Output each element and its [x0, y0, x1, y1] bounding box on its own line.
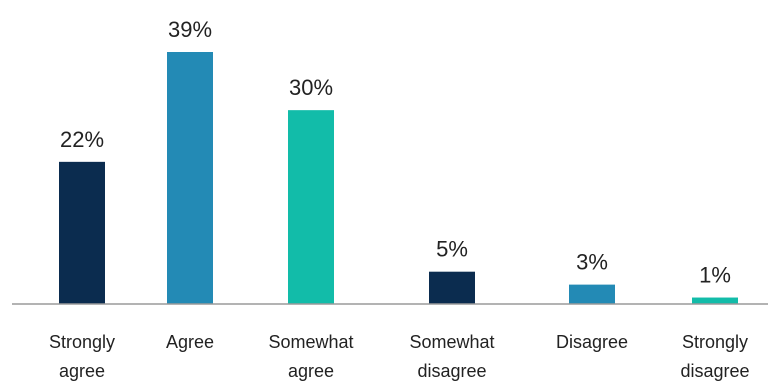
category-label-0: Strongly agree — [49, 332, 115, 381]
value-labels-group: 22% 39% 30% 5% 3% 1% — [60, 17, 731, 288]
bar-5 — [692, 297, 738, 304]
value-label-4: 3% — [576, 250, 608, 275]
category-label-4: Disagree — [556, 332, 628, 352]
category-label-3: Somewhat disagree — [409, 332, 494, 381]
bars-group — [59, 52, 738, 305]
value-label-3: 5% — [436, 237, 468, 262]
bar-1 — [167, 52, 213, 304]
bar-3 — [429, 271, 475, 304]
category-label-5: Strongly disagree — [680, 332, 749, 381]
category-label-2: Somewhat agree — [268, 332, 353, 381]
bar-2 — [288, 110, 334, 305]
value-label-5: 1% — [699, 263, 731, 288]
bar-4 — [569, 284, 615, 304]
category-label-1: Agree — [166, 332, 214, 352]
value-label-1: 39% — [168, 17, 212, 42]
value-label-0: 22% — [60, 127, 104, 152]
value-label-2: 30% — [289, 75, 333, 100]
category-labels-group: Strongly agree Agree Somewhat agree Somewhat d… — [49, 332, 750, 381]
bar-0 — [59, 161, 105, 304]
